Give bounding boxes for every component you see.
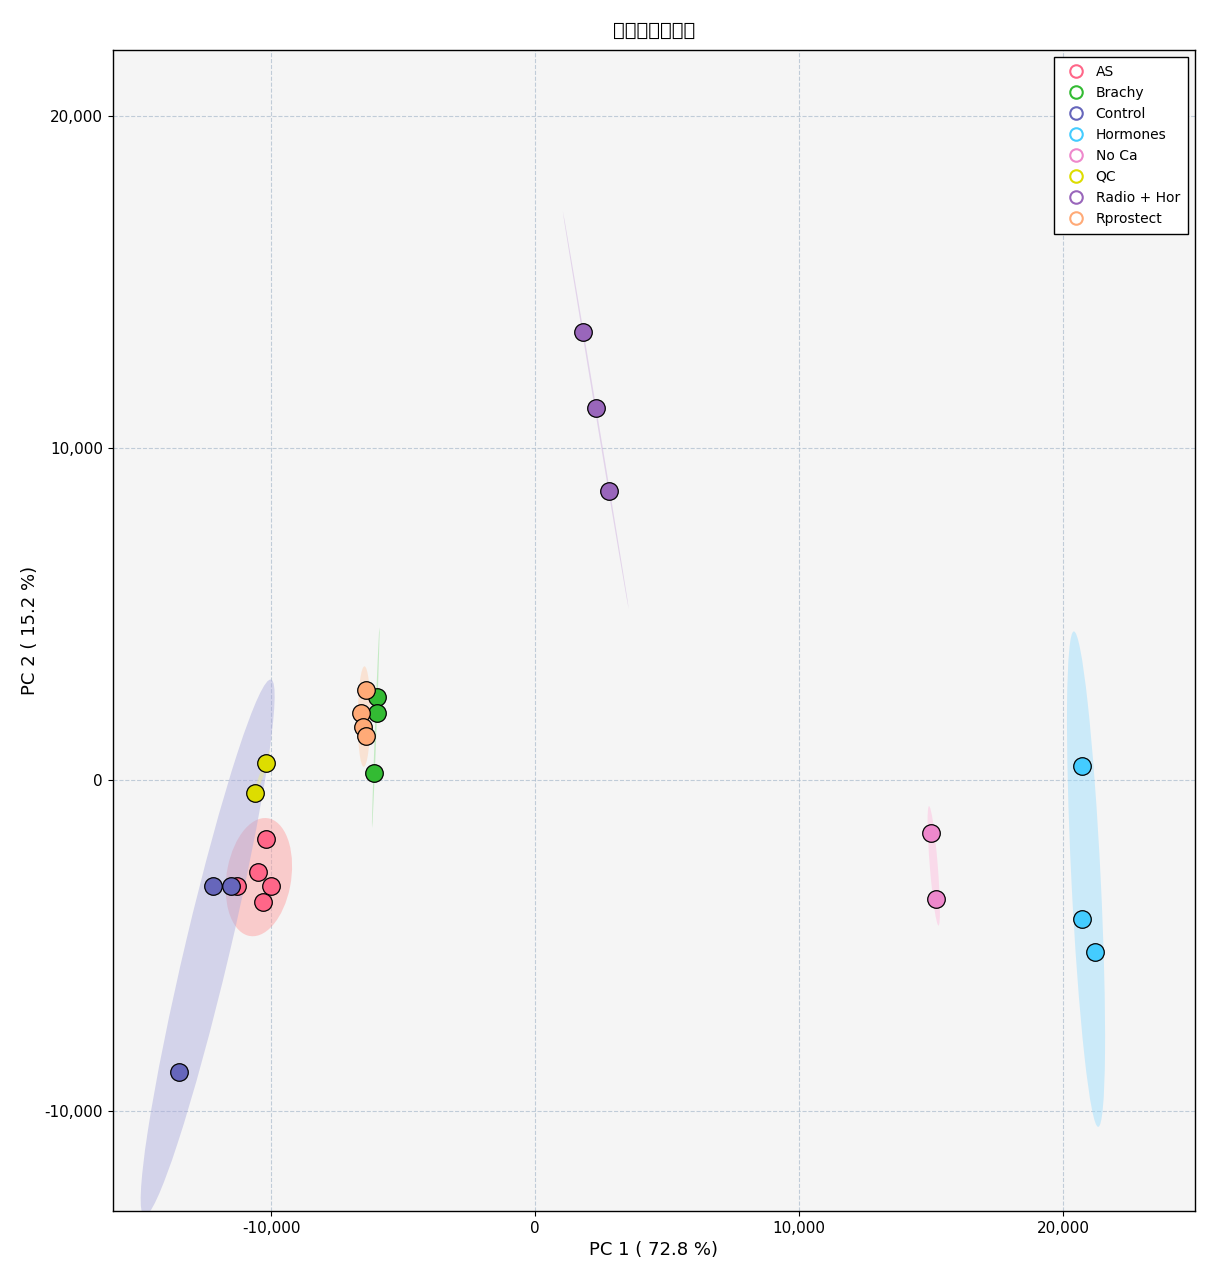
Point	[365, 763, 384, 783]
Point	[257, 753, 276, 773]
Point	[169, 1061, 188, 1082]
Ellipse shape	[226, 818, 292, 936]
Point	[356, 680, 376, 700]
Point	[261, 876, 281, 896]
Point	[203, 876, 223, 896]
Y-axis label: PC 2 ( 15.2 %): PC 2 ( 15.2 %)	[21, 566, 39, 695]
Point	[599, 481, 619, 502]
Point	[257, 829, 276, 850]
Point	[573, 321, 592, 342]
Ellipse shape	[250, 751, 270, 805]
Point	[351, 703, 371, 723]
Ellipse shape	[928, 806, 940, 925]
X-axis label: PC 1 ( 72.8 %): PC 1 ( 72.8 %)	[590, 1242, 719, 1260]
Point	[248, 863, 268, 883]
Ellipse shape	[141, 680, 275, 1216]
Legend: AS, Brachy, Control, Hormones, No Ca, QC, Radio + Hor, Rprostect: AS, Brachy, Control, Hormones, No Ca, QC…	[1054, 56, 1188, 234]
Point	[1071, 909, 1091, 929]
Point	[367, 703, 387, 723]
Point	[922, 823, 941, 844]
Point	[246, 782, 265, 803]
Point	[367, 686, 387, 707]
Point	[354, 717, 373, 737]
Ellipse shape	[563, 211, 629, 609]
Point	[1085, 942, 1104, 963]
Point	[586, 398, 606, 419]
Ellipse shape	[1066, 631, 1105, 1126]
Ellipse shape	[358, 667, 371, 767]
Point	[227, 876, 247, 896]
Point	[356, 726, 376, 746]
Point	[927, 888, 946, 909]
Point	[1071, 756, 1091, 777]
Point	[221, 876, 241, 896]
Title: スコアプロット: スコアプロット	[613, 20, 696, 40]
Point	[253, 892, 272, 913]
Ellipse shape	[372, 627, 379, 828]
